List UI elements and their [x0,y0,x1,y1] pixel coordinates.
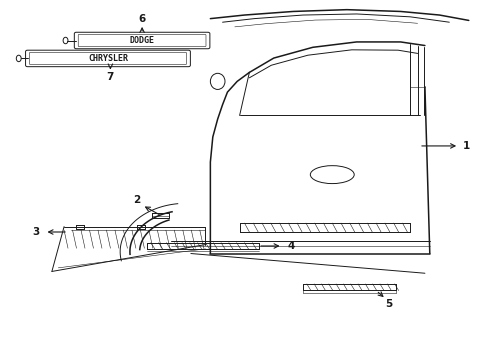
Text: 4: 4 [287,241,294,251]
Text: 7: 7 [106,72,114,82]
Text: 6: 6 [138,14,145,24]
Text: CHRYSLER: CHRYSLER [88,54,128,63]
Text: 2: 2 [132,195,140,205]
Text: 1: 1 [462,141,469,151]
Text: 3: 3 [32,227,40,237]
Text: DODGE: DODGE [129,36,154,45]
Text: 5: 5 [384,299,391,309]
